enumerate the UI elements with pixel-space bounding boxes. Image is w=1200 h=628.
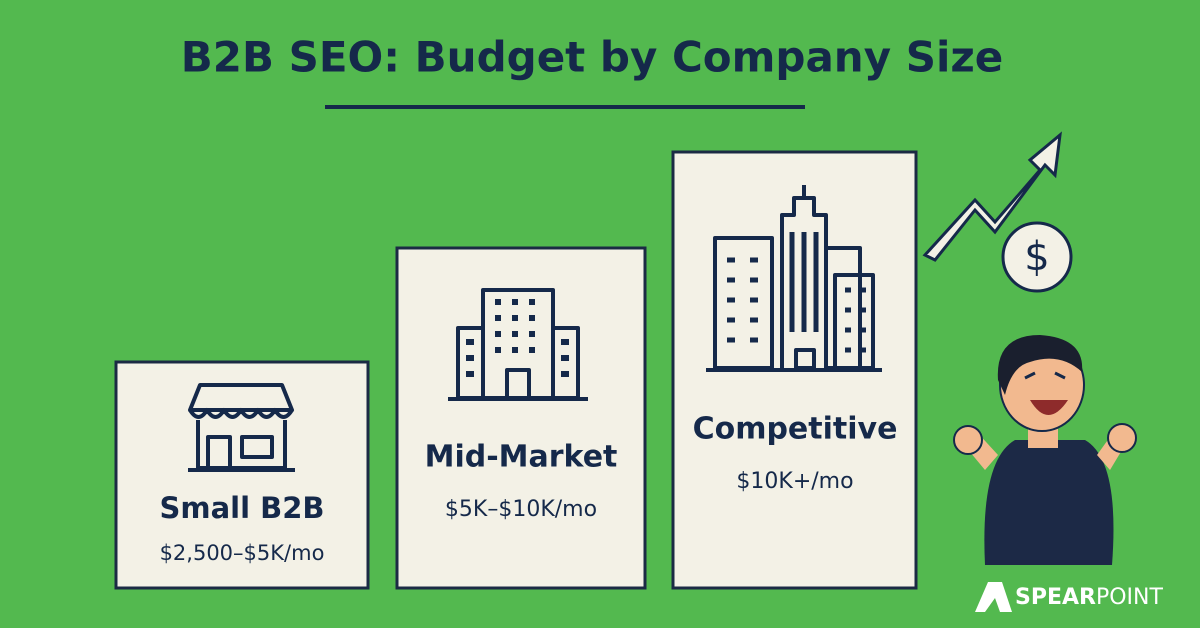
tier-card [395,246,647,590]
trend-arrow [922,131,1062,262]
logo-first: SPEAR [1015,585,1096,610]
tier-name: Small B2B [159,491,324,525]
tier-price: $2,500–$5K/mo [160,541,325,565]
dollar-symbol: $ [1024,234,1049,280]
tier-price: $5K–$10K/mo [445,497,597,522]
logo-text: SPEARPOINT [1015,585,1163,610]
tier-price: $10K+/mo [736,469,853,494]
city-icon [706,185,882,372]
person-illustration [953,335,1137,565]
store-icon [188,383,295,472]
tier-name: Mid-Market [425,440,618,475]
tier-name: Competitive [693,412,898,447]
dollar-circle [1001,221,1073,293]
tier-card [114,360,370,590]
title: B2B SEO: Budget by Company Size [181,33,1004,82]
logo-second: POINT [1096,585,1164,610]
building-icon [448,288,588,401]
logo: SPEARPOINT [975,582,1163,612]
